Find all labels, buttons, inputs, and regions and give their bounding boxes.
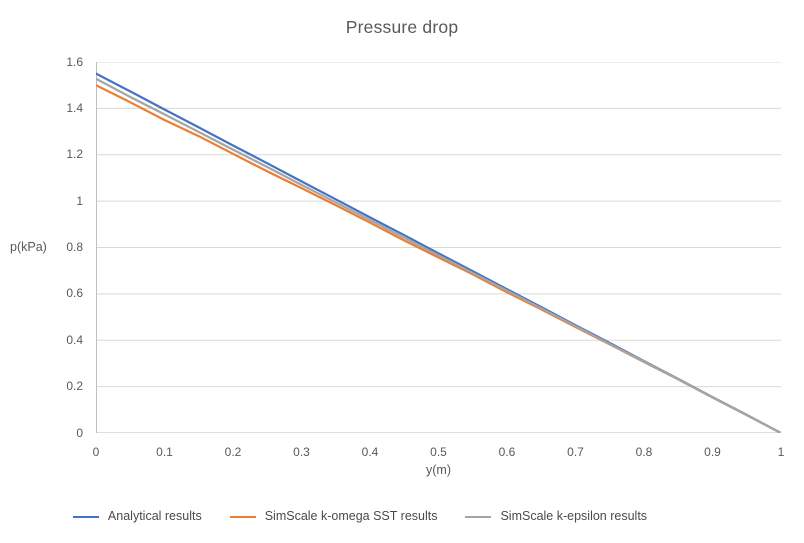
- x-tick-label: 0.3: [293, 445, 310, 459]
- legend-item: Analytical results: [72, 508, 202, 525]
- x-tick-label: 0.9: [704, 445, 721, 459]
- legend-item: SimScale k-epsilon results: [465, 508, 647, 525]
- chart-legend: Analytical results SimScale k-omega SST r…: [0, 508, 720, 525]
- legend-line-swatch: [465, 515, 492, 518]
- legend-label: SimScale k-omega SST results: [264, 509, 438, 523]
- y-tick-label: 0: [76, 425, 83, 440]
- legend-line-swatch: [229, 515, 256, 518]
- x-tick-label: 0.6: [498, 445, 516, 459]
- y-axis-title: p(kPa): [10, 240, 47, 254]
- legend-label: SimScale k-epsilon results: [500, 509, 648, 523]
- x-axis-title: y(m): [426, 463, 451, 477]
- x-tick-label: 0.5: [430, 445, 447, 459]
- y-tick-label: 0.8: [66, 240, 83, 254]
- y-tick-label: 0.2: [66, 379, 83, 394]
- y-tick-label: 0.6: [66, 286, 83, 301]
- x-tick-label: 0.2: [224, 445, 242, 459]
- y-tick-label: 1.2: [66, 147, 83, 162]
- y-tick-label: 1.4: [66, 100, 83, 115]
- y-tick-label: 1.6: [66, 54, 83, 69]
- x-tick-label: 0.7: [567, 445, 584, 459]
- legend-item: SimScale k-omega SST results: [229, 508, 438, 525]
- y-tick-label: 1: [76, 193, 83, 208]
- y-tick-label: 0.4: [66, 332, 83, 347]
- legend-line-swatch: [72, 515, 99, 518]
- legend-label: Analytical results: [107, 509, 202, 523]
- plot-area: [96, 62, 781, 433]
- chart-title: Pressure drop: [345, 17, 459, 37]
- x-tick-label: 1: [777, 445, 785, 459]
- x-tick-label: 0.1: [156, 445, 173, 459]
- x-tick-label: 0.8: [635, 445, 653, 459]
- x-tick-label: 0: [92, 445, 100, 459]
- x-tick-label: 0.4: [361, 445, 379, 459]
